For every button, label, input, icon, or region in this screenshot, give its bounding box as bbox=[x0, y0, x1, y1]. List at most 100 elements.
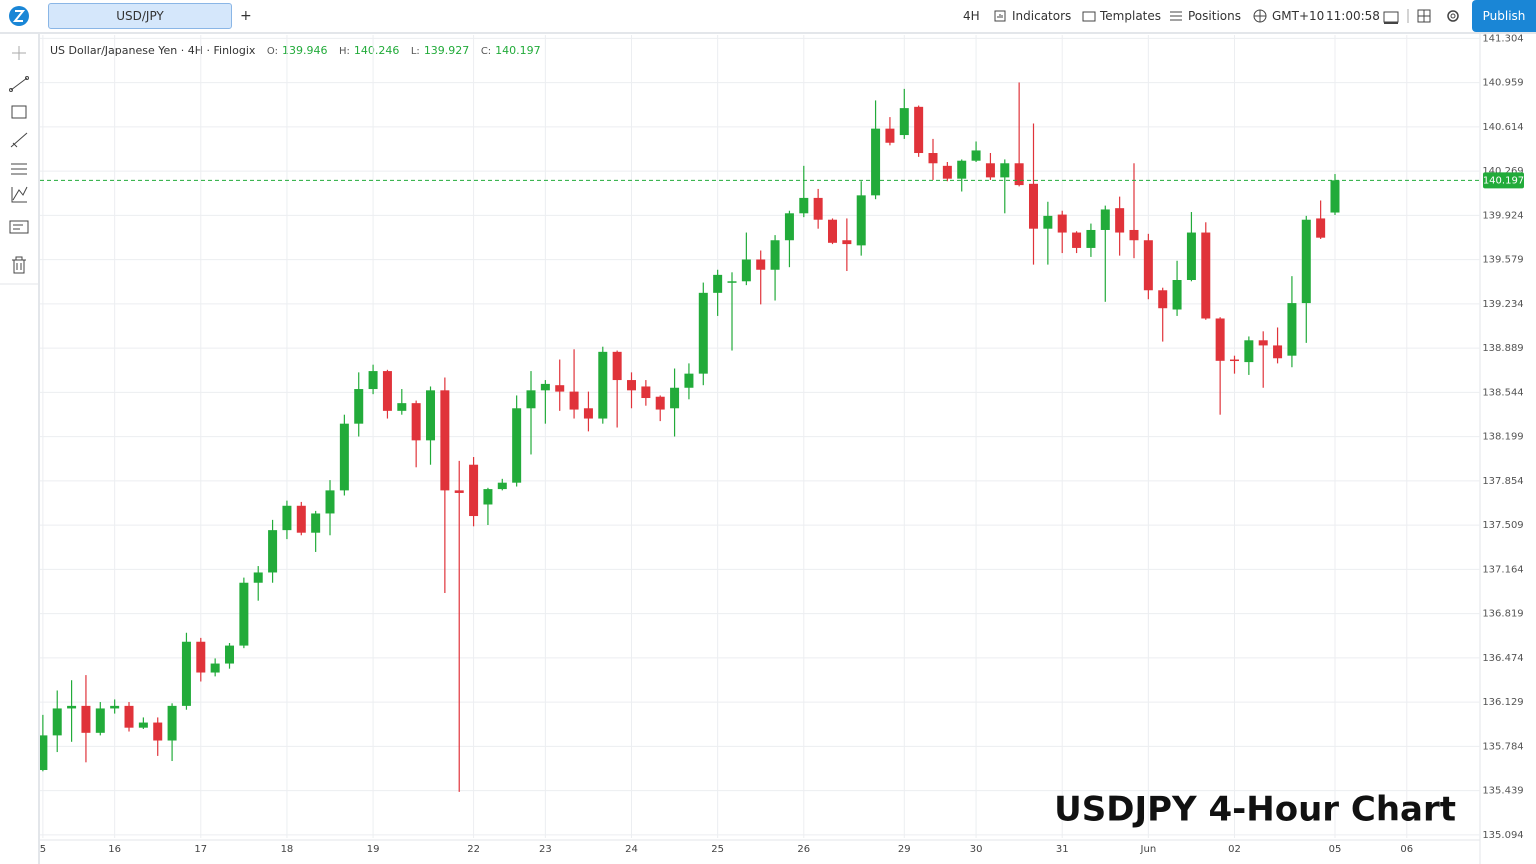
logo[interactable] bbox=[7, 4, 31, 28]
x-tick-label: 05 bbox=[1329, 844, 1342, 855]
x-tick-label: Jun bbox=[1140, 844, 1157, 855]
y-tick-label: 135.439 bbox=[1482, 786, 1523, 797]
symbol-tab[interactable]: USD/JPY bbox=[48, 3, 232, 29]
indicators[interactable]: Indicators bbox=[1012, 9, 1072, 23]
candle-body bbox=[799, 197, 809, 214]
candle-body bbox=[1316, 218, 1326, 238]
candle-body bbox=[813, 197, 823, 220]
candle-body bbox=[440, 390, 450, 491]
candle-body bbox=[1244, 340, 1254, 363]
ohlc-label: H: bbox=[338, 46, 350, 57]
candle-body bbox=[497, 482, 507, 490]
y-tick-label: 138.199 bbox=[1482, 432, 1523, 443]
timezone[interactable]: GMT+10 bbox=[1272, 9, 1325, 23]
candle-body bbox=[899, 108, 909, 136]
positions[interactable]: Positions bbox=[1188, 9, 1241, 23]
y-tick-label: 141.304 bbox=[1482, 34, 1523, 44]
candle-body bbox=[426, 390, 436, 441]
publish-button[interactable]: Publish bbox=[1472, 0, 1536, 32]
candle-body bbox=[555, 385, 565, 392]
candle-body bbox=[871, 128, 881, 196]
add-tab[interactable]: + bbox=[240, 8, 252, 24]
candle-body bbox=[469, 464, 479, 517]
x-tick-label: 5 bbox=[40, 844, 46, 855]
candle-body bbox=[225, 645, 235, 664]
candle-body bbox=[971, 150, 981, 161]
ohlc-label: L: bbox=[410, 46, 420, 57]
candle-body bbox=[698, 292, 708, 374]
candle-body bbox=[885, 128, 895, 143]
candle-body bbox=[411, 403, 421, 441]
candle-body bbox=[40, 735, 48, 771]
candle-body bbox=[124, 705, 134, 728]
candle-body bbox=[684, 373, 694, 388]
candle-body bbox=[1186, 232, 1196, 281]
y-tick-label: 137.164 bbox=[1482, 564, 1523, 575]
candle-body bbox=[641, 386, 651, 399]
candle-body bbox=[1287, 303, 1297, 356]
candle-body bbox=[196, 641, 206, 673]
candle-body bbox=[325, 490, 335, 514]
tool-icons[interactable] bbox=[1383, 8, 1463, 24]
candle-body bbox=[1273, 345, 1283, 359]
candle-body bbox=[540, 383, 550, 391]
candle-body bbox=[914, 106, 924, 154]
plot: 141.304 140.959 140.614 140.269 139.924 139.5… bbox=[40, 34, 1524, 864]
candle-body bbox=[928, 153, 938, 164]
clock: 11:00:58 bbox=[1326, 9, 1380, 23]
x-tick-label: 17 bbox=[194, 844, 207, 855]
candle-body bbox=[296, 505, 306, 533]
candle-body bbox=[1028, 183, 1038, 229]
y-tick-label: 138.889 bbox=[1482, 343, 1523, 354]
templates[interactable]: Templates bbox=[1100, 9, 1162, 23]
candle-body bbox=[670, 387, 680, 409]
x-tick-label: 29 bbox=[898, 844, 911, 855]
candle-body bbox=[1143, 240, 1153, 291]
candle-body bbox=[741, 259, 751, 282]
candle-body bbox=[382, 371, 392, 411]
ohlc-value: 140.197 bbox=[495, 44, 541, 57]
candle-body bbox=[655, 396, 665, 410]
candle-body bbox=[1301, 219, 1311, 304]
chart-legend: US Dollar/Japanese Yen · 4H · Finlogix O… bbox=[50, 44, 549, 57]
y-tick-label: 136.129 bbox=[1482, 697, 1523, 708]
ohlc-value: 139.927 bbox=[423, 44, 470, 57]
candle-body bbox=[52, 708, 62, 736]
y-tick-label: 135.784 bbox=[1482, 741, 1523, 752]
candle-body bbox=[957, 160, 967, 179]
candle-body bbox=[1072, 232, 1082, 248]
candle-body bbox=[354, 389, 364, 424]
candle-body bbox=[713, 274, 723, 293]
candle-body bbox=[569, 391, 579, 410]
ohlc-value: 140.246 bbox=[353, 44, 400, 57]
candle-body bbox=[138, 722, 148, 728]
candle-body bbox=[483, 489, 493, 505]
candle-body bbox=[1229, 359, 1239, 362]
candle-body bbox=[1172, 280, 1182, 310]
candle-body bbox=[1330, 180, 1340, 213]
x-tick-label: 24 bbox=[625, 844, 638, 855]
candle-body bbox=[612, 351, 622, 381]
last-price-label: 140.197 bbox=[1483, 175, 1524, 186]
candle-body bbox=[828, 219, 838, 243]
globe-icon bbox=[1253, 9, 1267, 23]
candle-body bbox=[1043, 215, 1053, 229]
candle-body bbox=[282, 505, 292, 531]
interval[interactable]: 4H bbox=[963, 9, 980, 23]
x-tick-label: 02 bbox=[1228, 844, 1241, 855]
chart-title: US Dollar/Japanese Yen · 4H · Finlogix bbox=[50, 44, 256, 57]
y-tick-label: 139.924 bbox=[1482, 210, 1523, 221]
candle-body bbox=[1014, 163, 1024, 186]
x-tick-label: 16 bbox=[108, 844, 121, 855]
candle-body bbox=[397, 403, 407, 411]
drawing-tools[interactable] bbox=[0, 34, 38, 294]
x-tick-label: 18 bbox=[281, 844, 294, 855]
candle-body bbox=[1100, 209, 1110, 230]
candle-body bbox=[1000, 163, 1010, 178]
chart: 141.304 140.959 140.614 140.269 139.924 139.5… bbox=[40, 34, 1524, 864]
candle-body bbox=[512, 408, 522, 483]
x-tick-label: 23 bbox=[539, 844, 552, 855]
templates-icon bbox=[1082, 11, 1096, 22]
candle-body bbox=[727, 281, 737, 283]
last-price-tag bbox=[1483, 172, 1524, 189]
